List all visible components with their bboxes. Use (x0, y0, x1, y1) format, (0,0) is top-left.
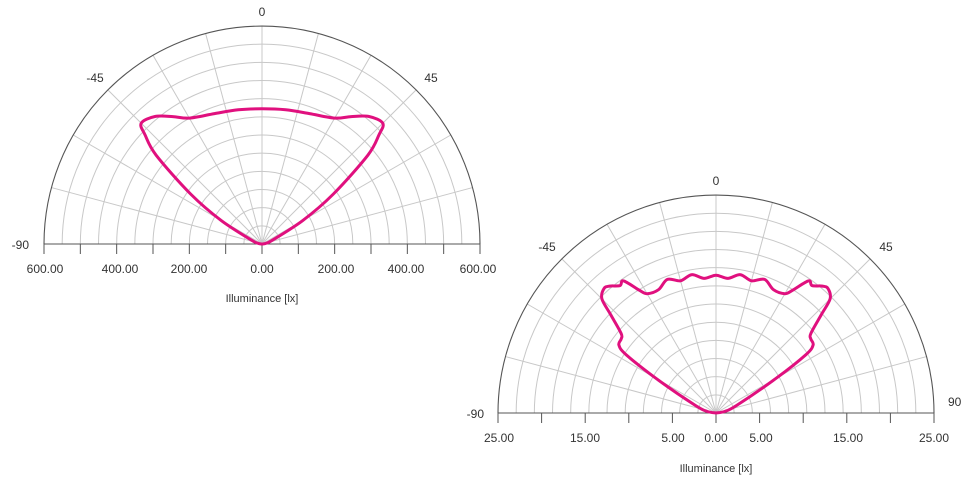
angle-label: -45 (538, 240, 556, 254)
polar-chart-1: 600.00 400.00 200.00 0.00 200.00 400.00 600.00… (12, 5, 497, 305)
grid-spoke (715, 356, 927, 414)
tick-label: 600.00 (460, 262, 497, 276)
angle-label: -90 (12, 238, 30, 252)
grid-spoke (107, 89, 263, 245)
angle-label: 45 (424, 71, 438, 85)
tick-label: 0.00 (250, 262, 274, 276)
illuminance-curve (139, 107, 385, 246)
outer-arc (497, 194, 935, 414)
tick-label: 25.00 (484, 431, 514, 445)
grid-spoke (715, 223, 826, 414)
tick-label: 600.00 (27, 262, 64, 276)
angle-label: -45 (86, 71, 104, 85)
grid-spoke (261, 187, 473, 245)
x-axis-title: Illuminance [lx] (680, 463, 753, 475)
tick-label: 0.00 (704, 431, 728, 445)
polar-chart-2: 25.00 15.00 5.00 0.00 5.00 15.00 25.00 0 -45 45 -9… (467, 174, 962, 475)
tick-label: 15.00 (833, 431, 863, 445)
grid-spoke (526, 303, 717, 414)
grid-spoke (606, 223, 717, 414)
illuminance-curve (600, 273, 832, 415)
tick-label: 5.00 (661, 431, 685, 445)
tick-label: 5.00 (749, 431, 773, 445)
tick-label: 25.00 (919, 431, 949, 445)
grid-spoke (152, 54, 263, 245)
grid-spoke (659, 202, 717, 414)
grid-spoke (715, 258, 871, 414)
angle-label: 0 (259, 5, 266, 19)
grid-spoke (561, 258, 717, 414)
grid-spoke (261, 33, 319, 245)
x-axis-title: Illuminance [lx] (226, 293, 299, 305)
tick-label: 200.00 (318, 262, 355, 276)
tick-label: 15.00 (570, 431, 600, 445)
tick-label: 400.00 (388, 262, 425, 276)
grid-spoke (261, 89, 417, 245)
angle-label: -90 (467, 407, 485, 421)
grid-spoke (715, 202, 773, 414)
grid-spoke (51, 187, 263, 245)
grid-spoke (505, 356, 717, 414)
tick-label: 400.00 (102, 262, 139, 276)
angle-label: 0 (713, 174, 720, 188)
grid-spoke (205, 33, 263, 245)
outer-arc (43, 25, 481, 245)
angle-label: 45 (879, 240, 893, 254)
tick-label: 200.00 (171, 262, 208, 276)
angle-label: 90 (948, 395, 962, 409)
grid-spoke (261, 54, 372, 245)
grid-spoke (715, 303, 906, 414)
